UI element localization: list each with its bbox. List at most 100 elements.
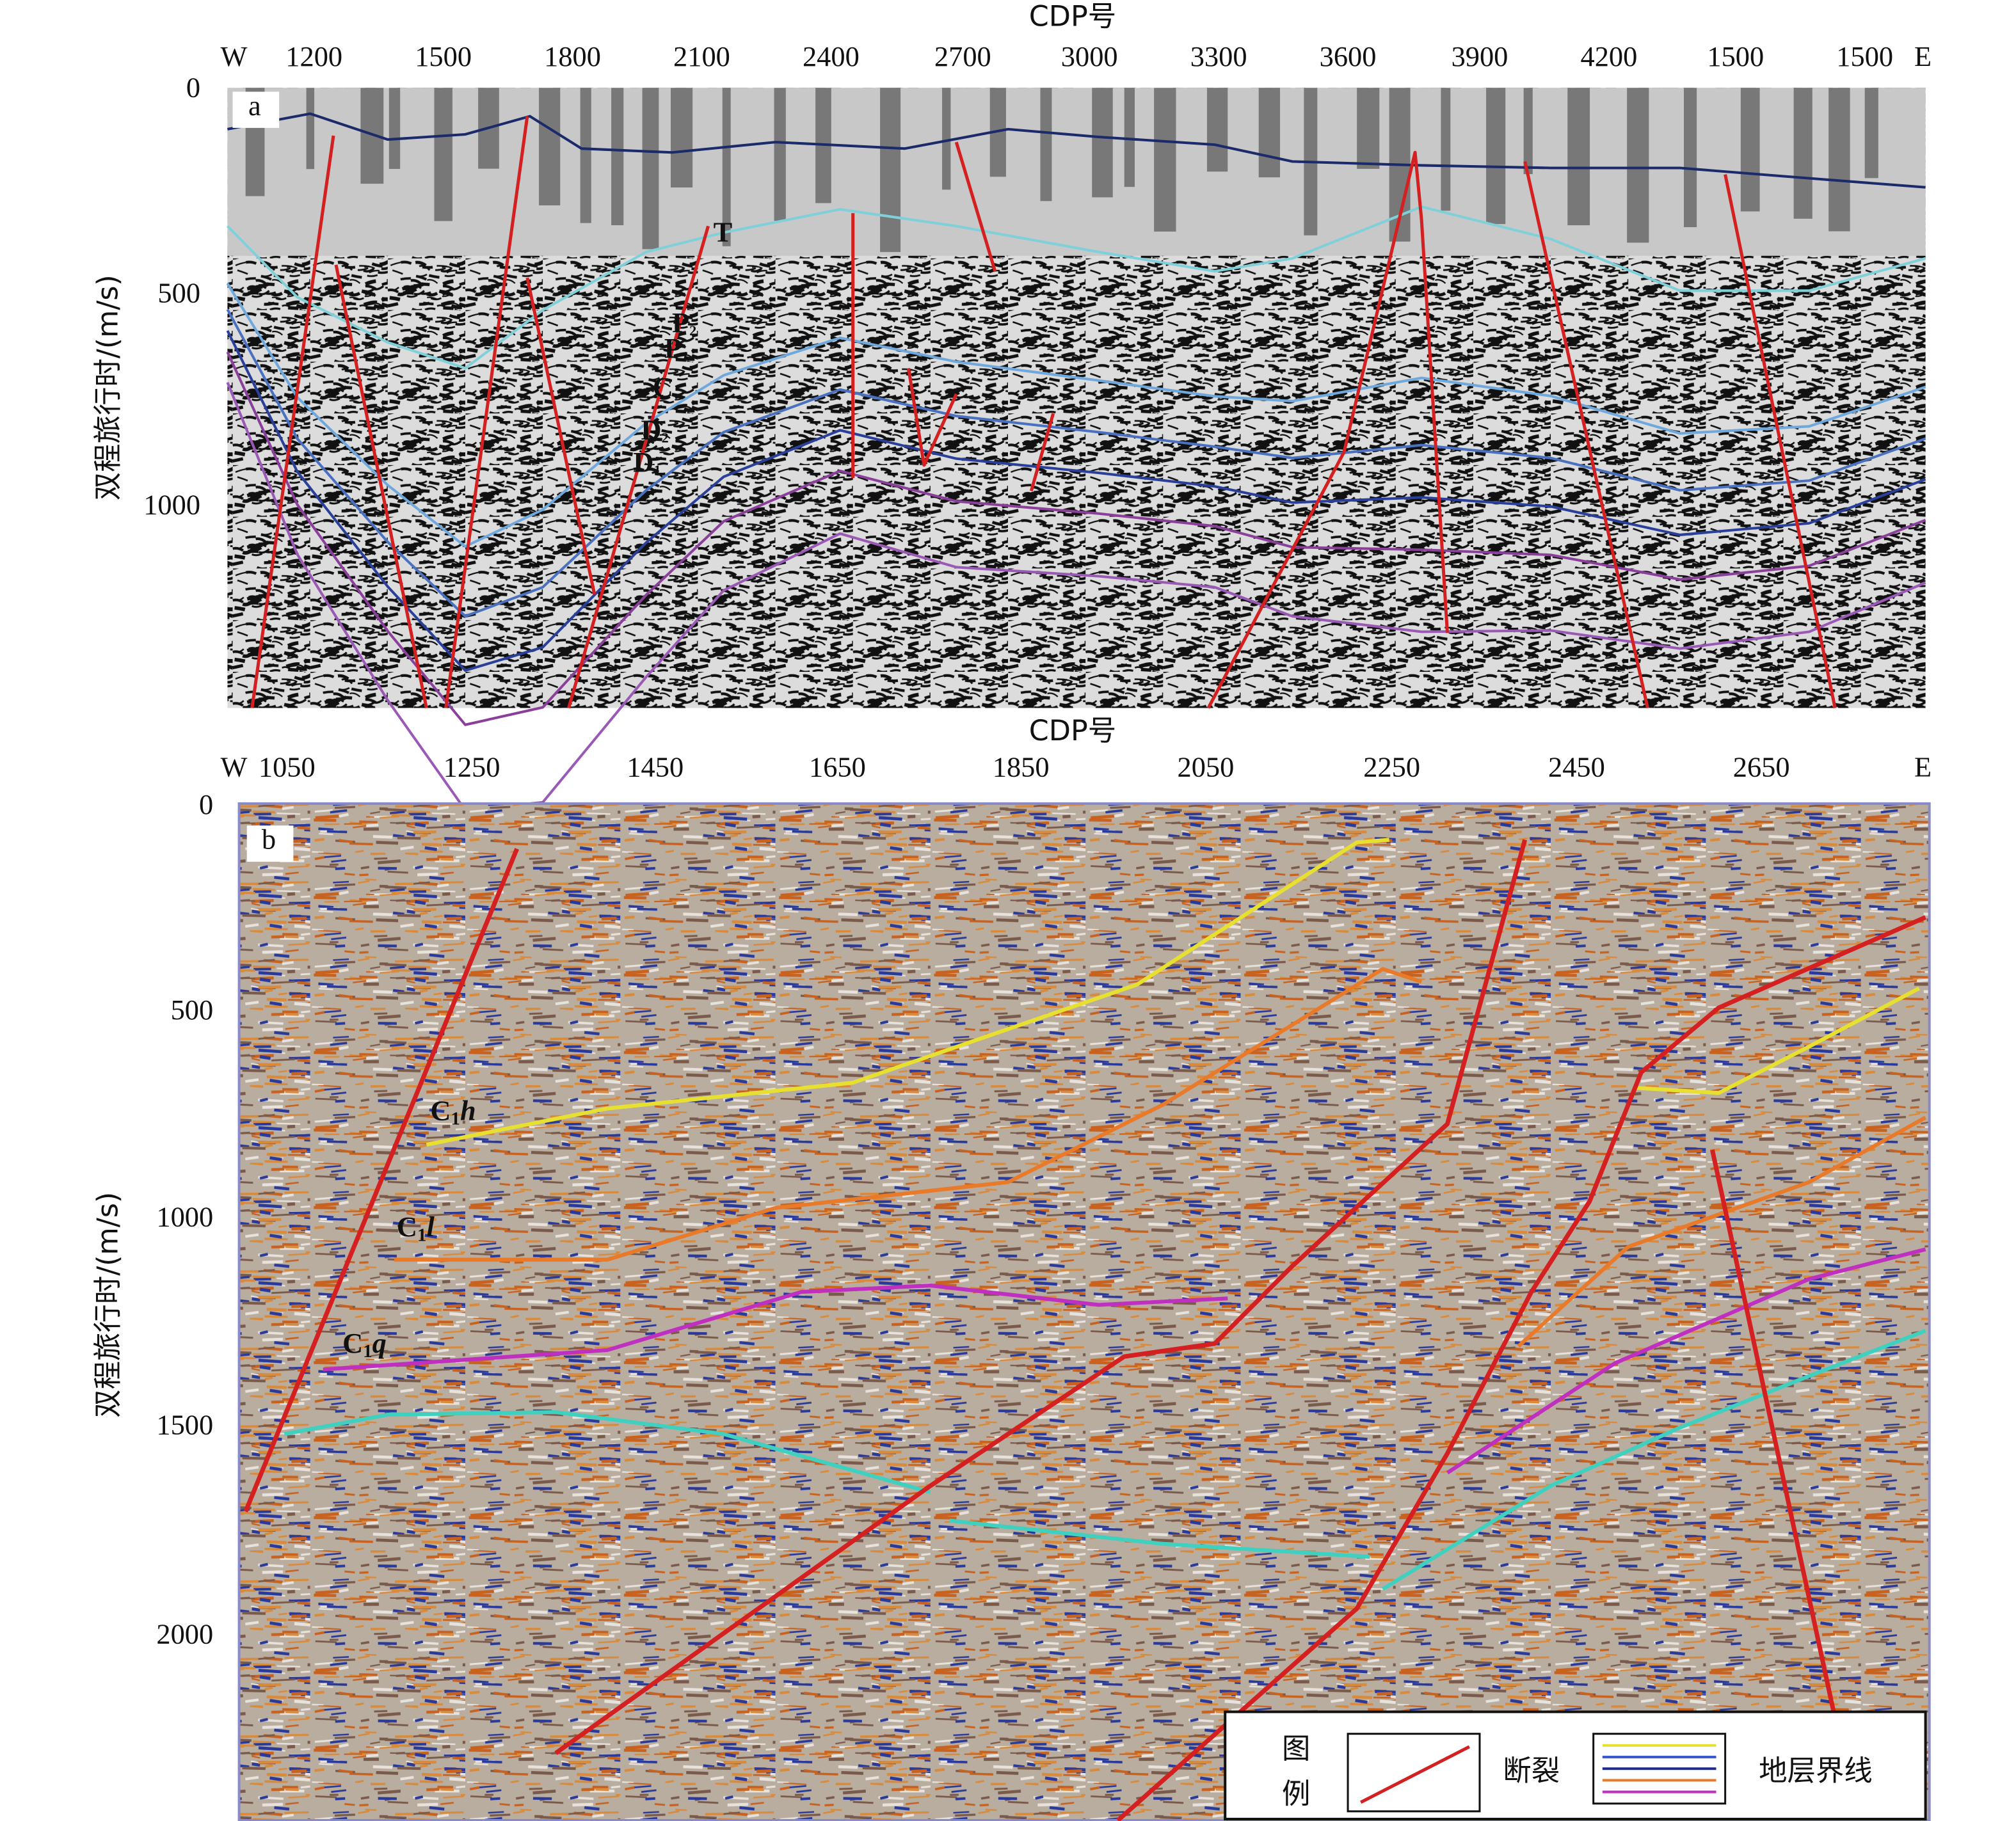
horizon	[226, 381, 1926, 812]
horizon-label: C1l	[397, 1211, 435, 1245]
trace-bar	[642, 88, 659, 250]
label-sub: 1	[682, 348, 689, 364]
trace-bar	[1206, 88, 1228, 172]
horizon	[1517, 1115, 1927, 1348]
x-tick-label: 3000	[1061, 40, 1118, 72]
trace-bar	[580, 88, 591, 223]
x-tick-label: 2650	[1733, 751, 1790, 783]
horizon-label: C1h	[430, 1095, 476, 1129]
label-base: P	[672, 306, 689, 338]
y-tick-label: 1000	[156, 1200, 213, 1232]
trace-bar	[942, 88, 951, 190]
x-tick-label: 3300	[1190, 40, 1247, 72]
y-tick-label: 500	[171, 994, 214, 1026]
y-tick-label: 1000	[143, 489, 200, 521]
x-tick-label: 1650	[809, 751, 866, 783]
trace-bar	[1567, 88, 1590, 226]
label-base: C	[430, 1095, 451, 1127]
y-tick-label: 2000	[156, 1618, 213, 1650]
x-tick-label: 1200	[285, 40, 342, 72]
fault	[1523, 161, 1649, 709]
trace-bar	[1441, 88, 1451, 211]
label-suffix: l	[426, 1211, 435, 1243]
x-tick-label: 1450	[627, 751, 684, 783]
horizon	[226, 351, 1926, 726]
trace-bar	[880, 88, 901, 252]
trace-bar	[1864, 88, 1878, 179]
label-base: D	[641, 414, 662, 446]
y-tick-label: 1500	[156, 1408, 213, 1440]
x-tick-label: 2700	[934, 40, 991, 72]
trace-bar	[1740, 88, 1760, 212]
fault	[243, 848, 519, 1513]
legend-box	[1224, 1710, 1927, 1820]
label-sub: 2	[689, 322, 696, 338]
panel-b: CDP号 W 1050 1250 1450 1650 1850 2050 2250 2450 265…	[92, 715, 1932, 1821]
x-tick-label: 1850	[993, 751, 1050, 783]
x-tick-label: 1500	[415, 40, 472, 72]
fault	[334, 264, 428, 709]
fault	[567, 225, 710, 709]
x-tick-label: 1800	[544, 40, 601, 72]
trace-bar	[1684, 88, 1697, 228]
label-sub: 1	[417, 1225, 426, 1245]
legend-fault	[1360, 1745, 1470, 1804]
x-tick-label: 4200	[1581, 40, 1638, 72]
label-base: P	[664, 332, 682, 364]
horizon	[226, 330, 1926, 672]
x-tick-label: 1500	[1707, 40, 1764, 72]
fault	[1206, 150, 1450, 709]
trace-bar	[434, 88, 452, 221]
horizon-label: D2	[641, 414, 669, 446]
horizon-label: D1	[633, 446, 660, 478]
fault	[907, 368, 958, 467]
horizon	[226, 205, 1926, 370]
fault	[954, 141, 997, 272]
elevation-line	[227, 112, 1926, 189]
legend-label: 地层界线	[1759, 1754, 1873, 1787]
horizon	[949, 1518, 1370, 1559]
y-axis-title: 双程旅行时/(m/s)	[92, 274, 125, 500]
fault	[1029, 413, 1055, 491]
fault	[250, 135, 335, 708]
trace-bar	[1154, 88, 1176, 232]
horizon	[284, 1410, 931, 1495]
section-b	[237, 802, 1931, 1821]
trace-bar	[1627, 88, 1649, 243]
x-tick-label: W	[221, 751, 248, 783]
legend: 图例 断裂 地层界线	[1224, 1710, 1927, 1820]
trace-bar	[1486, 88, 1506, 225]
trace-bar	[1092, 88, 1113, 198]
trace-bar	[1793, 88, 1812, 219]
label-base: C	[342, 1327, 363, 1359]
label-sub: 1	[451, 1108, 460, 1129]
fault	[444, 116, 529, 708]
axis-title: CDP号	[1029, 715, 1116, 747]
label-sub: 1	[654, 462, 661, 478]
horizon-label: P2	[672, 306, 696, 338]
horizon-label: P1	[664, 332, 689, 364]
legend-title: 例	[1282, 1778, 1310, 1811]
x-tick-label: W	[221, 40, 248, 72]
horizon-label: C1q	[342, 1327, 387, 1362]
label-base: D	[633, 446, 653, 478]
trace-bar	[1040, 88, 1052, 202]
horizon	[394, 967, 1423, 1262]
fault	[1724, 174, 1837, 709]
x-tick-label: 3600	[1320, 40, 1377, 72]
trace-bar	[388, 88, 401, 169]
x-tick-label: 2400	[803, 40, 860, 72]
trace-bar	[1258, 88, 1281, 178]
x-tick-label: 3900	[1452, 40, 1508, 72]
x-tick-label: E	[1914, 40, 1932, 72]
label-sub: 1	[363, 1341, 372, 1362]
label-base: T	[714, 216, 733, 248]
label-sub: 2	[662, 430, 669, 446]
trace-bar	[1828, 88, 1850, 232]
trace-bar	[774, 88, 786, 221]
trace-bar	[1124, 88, 1135, 187]
label-suffix: h	[460, 1095, 476, 1127]
x-tick-label: 2250	[1363, 751, 1420, 783]
